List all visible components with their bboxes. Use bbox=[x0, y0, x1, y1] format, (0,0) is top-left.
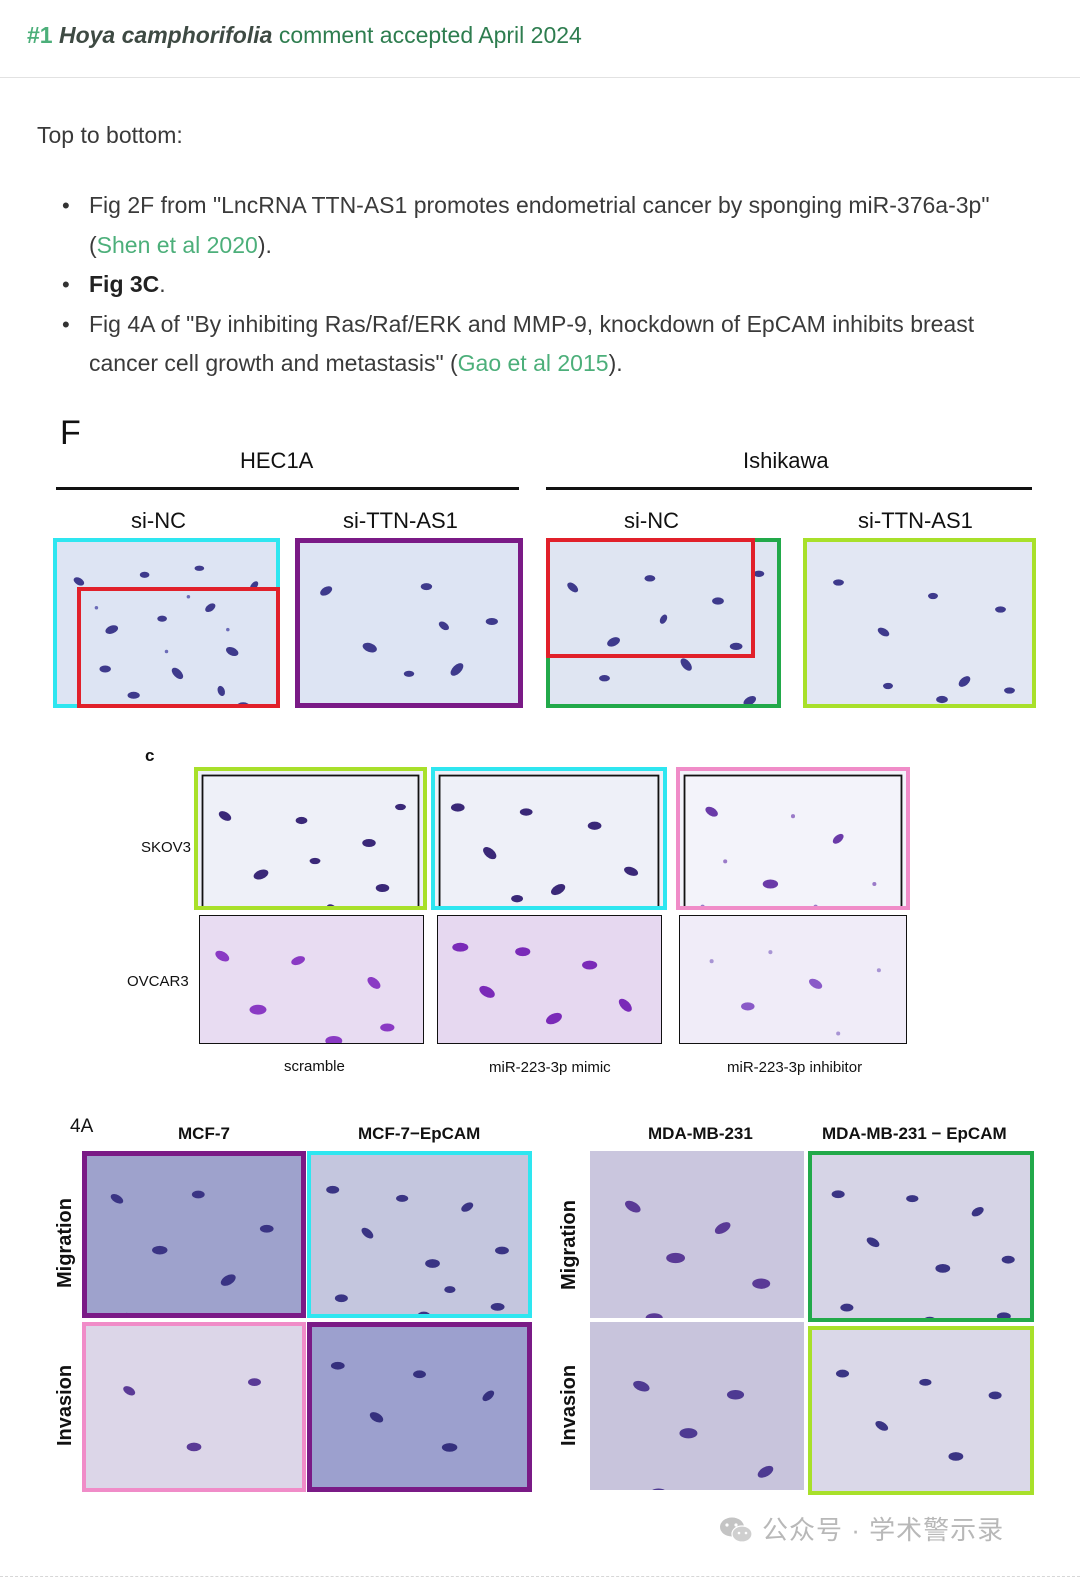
micrograph bbox=[803, 538, 1036, 708]
micrograph bbox=[679, 915, 907, 1044]
micrograph bbox=[431, 767, 667, 910]
comment-status: comment accepted April 2024 bbox=[278, 22, 582, 48]
bottom-divider bbox=[0, 1576, 1080, 1577]
watermark-text: 公众号 · 学术警示录 bbox=[762, 1515, 1005, 1545]
row-label: OVCAR3 bbox=[127, 973, 189, 990]
micrograph bbox=[808, 1151, 1034, 1322]
figure-label: c bbox=[145, 746, 155, 765]
micrograph bbox=[82, 1322, 306, 1492]
column-label: MCF-7−EpCAM bbox=[358, 1124, 481, 1143]
row-label: Migration bbox=[558, 1200, 580, 1290]
comment-title: #1 Hoya camphorifolia comment accepted A… bbox=[27, 22, 582, 49]
micrograph bbox=[546, 538, 781, 708]
column-label: MCF-7 bbox=[178, 1124, 230, 1143]
group-divider bbox=[56, 487, 519, 490]
shen-2020-link[interactable]: Shen et al 2020 bbox=[96, 231, 258, 258]
micrograph bbox=[590, 1322, 804, 1490]
micrograph bbox=[307, 1322, 532, 1492]
micrograph bbox=[808, 1326, 1034, 1495]
column-label: MDA-MB-231 − EpCAM bbox=[822, 1124, 1007, 1143]
group-label: HEC1A bbox=[240, 448, 314, 473]
wechat-icon bbox=[718, 1515, 754, 1545]
figure-label: F bbox=[60, 414, 81, 452]
group-divider bbox=[546, 487, 1032, 490]
column-label: si-NC bbox=[624, 508, 679, 533]
source-list: Fig 2F from "LncRNA TTN-AS1 promotes end… bbox=[62, 186, 1022, 384]
micrograph bbox=[590, 1151, 804, 1318]
watermark: 公众号 · 学术警示录 bbox=[718, 1510, 1004, 1547]
row-label: SKOV3 bbox=[141, 839, 192, 856]
item-text: Fig 4A of "By inhibiting Ras/Raf/ERK and… bbox=[89, 310, 975, 377]
list-item: Fig 4A of "By inhibiting Ras/Raf/ERK and… bbox=[62, 305, 1022, 384]
comment-number: #1 bbox=[27, 22, 53, 48]
row-label: Migration bbox=[54, 1198, 76, 1288]
item-text: Fig 2F from "LncRNA TTN-AS1 promotes end… bbox=[89, 192, 990, 258]
group-label: Ishikawa bbox=[743, 448, 829, 473]
highlight-box bbox=[546, 538, 755, 658]
species-name: Hoya camphorifolia bbox=[58, 22, 273, 48]
row-label: Invasion bbox=[558, 1364, 580, 1446]
item-text: . bbox=[159, 271, 166, 297]
intro-text: Top to bottom: bbox=[37, 122, 183, 148]
micrograph bbox=[82, 1151, 306, 1318]
micrograph bbox=[307, 1151, 532, 1318]
micrograph bbox=[295, 538, 523, 708]
micrograph bbox=[199, 915, 424, 1044]
column-label: si-TTN-AS1 bbox=[343, 508, 458, 533]
item-text-bold: Fig 3C bbox=[89, 271, 160, 297]
comment-header: #1 Hoya camphorifolia comment accepted A… bbox=[0, 0, 1080, 78]
item-text: ). bbox=[257, 231, 272, 258]
column-label: si-NC bbox=[131, 508, 186, 533]
row-label: Invasion bbox=[54, 1364, 76, 1446]
figure-label: 4A bbox=[70, 1116, 94, 1137]
gao-2015-link[interactable]: Gao et al 2015 bbox=[457, 350, 609, 376]
column-label: MDA-MB-231 bbox=[648, 1124, 753, 1143]
list-item: Fig 3C. bbox=[62, 265, 1022, 305]
column-label: scramble bbox=[284, 1058, 345, 1075]
column-label: miR-223-3p inhibitor bbox=[727, 1059, 863, 1076]
column-label: miR-223-3p mimic bbox=[489, 1059, 611, 1076]
list-item: Fig 2F from "LncRNA TTN-AS1 promotes end… bbox=[62, 186, 1022, 265]
column-label: si-TTN-AS1 bbox=[858, 508, 973, 533]
item-text: ). bbox=[608, 350, 623, 376]
micrograph bbox=[194, 767, 427, 910]
highlight-box bbox=[77, 587, 280, 708]
micrograph bbox=[437, 915, 662, 1044]
micrograph bbox=[676, 767, 910, 910]
